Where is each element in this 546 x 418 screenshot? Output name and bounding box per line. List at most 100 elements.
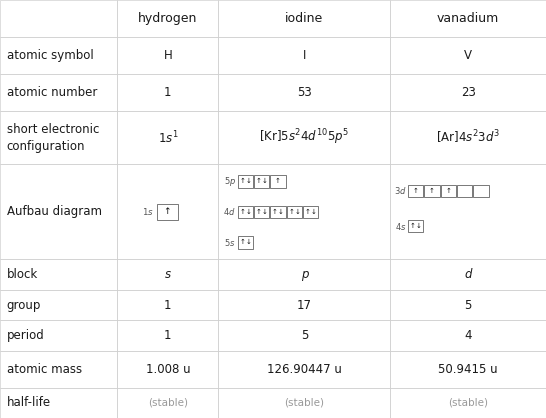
- Bar: [0, 164, 117, 260]
- Bar: [0, 351, 117, 387]
- Bar: [117, 164, 218, 260]
- Text: ↓: ↓: [278, 209, 284, 215]
- Text: (stable): (stable): [148, 398, 188, 408]
- Bar: [0, 387, 117, 418]
- Text: period: period: [7, 329, 44, 342]
- Text: ↑: ↑: [305, 209, 311, 215]
- Bar: [218, 320, 390, 351]
- Bar: [254, 206, 269, 218]
- Bar: [0, 0, 117, 37]
- Text: 23: 23: [461, 86, 476, 99]
- Bar: [390, 320, 546, 351]
- Text: ↑: ↑: [256, 209, 262, 215]
- Text: V: V: [464, 49, 472, 62]
- Bar: [0, 111, 117, 164]
- Bar: [238, 175, 253, 188]
- Text: ↑: ↑: [272, 209, 278, 215]
- Text: ↓: ↓: [416, 223, 422, 229]
- Bar: [254, 175, 269, 188]
- Text: ↓: ↓: [262, 209, 268, 215]
- Bar: [0, 290, 117, 320]
- Text: 17: 17: [297, 298, 312, 311]
- Text: 5: 5: [301, 329, 308, 342]
- Bar: [218, 0, 390, 37]
- Bar: [218, 111, 390, 164]
- Text: atomic symbol: atomic symbol: [7, 49, 93, 62]
- Bar: [390, 111, 546, 164]
- Text: atomic number: atomic number: [7, 86, 97, 99]
- Text: $[\mathrm{Ar}]4s^{2}3d^{3}$: $[\mathrm{Ar}]4s^{2}3d^{3}$: [436, 129, 500, 146]
- Bar: [218, 74, 390, 111]
- Bar: [0, 37, 117, 74]
- Bar: [238, 206, 253, 218]
- Text: Aufbau diagram: Aufbau diagram: [7, 205, 102, 218]
- Text: $5s$: $5s$: [224, 237, 236, 248]
- Text: 1: 1: [164, 86, 171, 99]
- Bar: [218, 37, 390, 74]
- Text: $4d$: $4d$: [223, 206, 236, 217]
- Bar: [390, 164, 546, 260]
- Bar: [0, 320, 117, 351]
- Bar: [270, 175, 286, 188]
- Text: half-life: half-life: [7, 396, 51, 409]
- Bar: [390, 0, 546, 37]
- Text: atomic mass: atomic mass: [7, 362, 82, 376]
- Bar: [218, 351, 390, 387]
- Bar: [0, 260, 117, 290]
- Text: 53: 53: [297, 86, 312, 99]
- Bar: [117, 387, 218, 418]
- Text: 1.008 u: 1.008 u: [146, 362, 190, 376]
- Text: ↑: ↑: [239, 209, 245, 215]
- Bar: [424, 185, 440, 197]
- Text: $[\mathrm{Kr}]5s^{2}4d^{10}5p^{5}$: $[\mathrm{Kr}]5s^{2}4d^{10}5p^{5}$: [259, 128, 349, 148]
- Text: ↓: ↓: [245, 239, 251, 245]
- Bar: [408, 220, 423, 232]
- Bar: [238, 236, 253, 249]
- Text: ↑: ↑: [429, 188, 435, 194]
- Bar: [408, 185, 423, 197]
- Bar: [0, 74, 117, 111]
- Text: 1: 1: [164, 298, 171, 311]
- Bar: [390, 387, 546, 418]
- Text: ↑: ↑: [239, 239, 245, 245]
- Text: $4s$: $4s$: [395, 221, 406, 232]
- Bar: [117, 320, 218, 351]
- Text: 1: 1: [164, 329, 171, 342]
- Bar: [473, 185, 489, 197]
- Text: ↓: ↓: [262, 178, 268, 184]
- Text: $5p$: $5p$: [224, 175, 236, 188]
- Text: ↓: ↓: [245, 178, 251, 184]
- Text: 5: 5: [465, 298, 472, 311]
- Bar: [457, 185, 472, 197]
- Text: ↑: ↑: [446, 188, 451, 194]
- Bar: [390, 290, 546, 320]
- Text: p: p: [301, 268, 308, 281]
- Text: s: s: [165, 268, 171, 281]
- Text: (stable): (stable): [284, 398, 324, 408]
- Bar: [303, 206, 318, 218]
- Bar: [390, 351, 546, 387]
- Text: iodine: iodine: [285, 12, 324, 25]
- Text: group: group: [7, 298, 41, 311]
- Text: ↑: ↑: [256, 178, 262, 184]
- Bar: [117, 111, 218, 164]
- Bar: [218, 290, 390, 320]
- Bar: [117, 290, 218, 320]
- Text: 4: 4: [465, 329, 472, 342]
- Bar: [218, 260, 390, 290]
- Text: ↑: ↑: [164, 207, 171, 216]
- Bar: [218, 387, 390, 418]
- Text: short electronic
configuration: short electronic configuration: [7, 122, 99, 153]
- Text: ↓: ↓: [245, 209, 251, 215]
- Text: (stable): (stable): [448, 398, 488, 408]
- Bar: [117, 351, 218, 387]
- Text: ↑: ↑: [288, 209, 294, 215]
- Text: ↑: ↑: [275, 178, 281, 184]
- Text: $1s$: $1s$: [143, 206, 154, 217]
- Text: $3d$: $3d$: [394, 185, 406, 196]
- Text: 126.90447 u: 126.90447 u: [267, 362, 342, 376]
- Text: block: block: [7, 268, 38, 281]
- Bar: [117, 37, 218, 74]
- Text: ↑: ↑: [239, 178, 245, 184]
- Text: $1s^{1}$: $1s^{1}$: [158, 129, 178, 146]
